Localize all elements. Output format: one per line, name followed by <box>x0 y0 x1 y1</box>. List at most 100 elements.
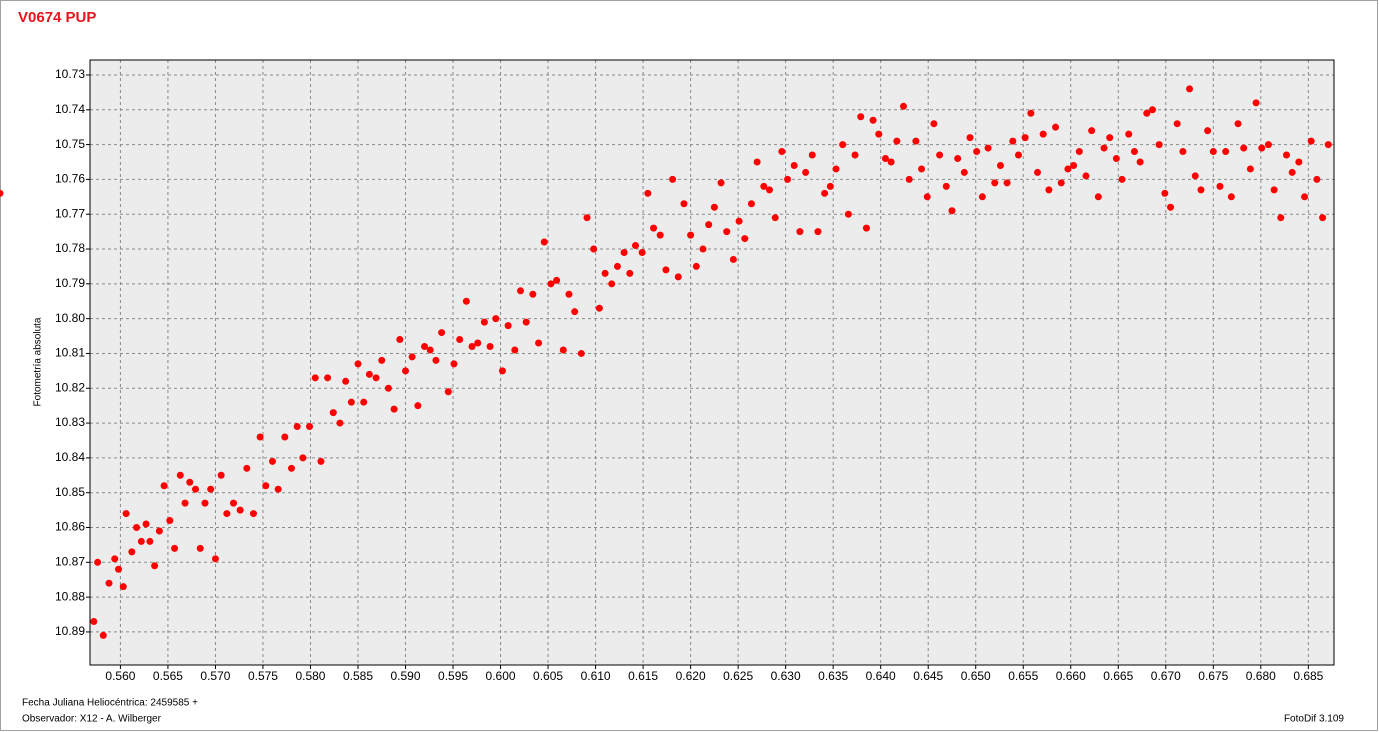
data-point <box>1130 148 1138 156</box>
data-point <box>450 360 458 368</box>
data-point <box>99 631 107 639</box>
x-tick-label: 0.595 <box>438 669 468 683</box>
data-point <box>821 189 829 197</box>
data-point <box>887 158 895 166</box>
data-point <box>396 336 404 344</box>
data-point <box>747 200 755 208</box>
data-point <box>122 510 130 518</box>
y-tick-label: 10.82 <box>55 380 85 394</box>
data-point <box>287 464 295 472</box>
data-point <box>1277 214 1285 222</box>
data-point <box>1021 134 1029 142</box>
data-point <box>735 217 743 225</box>
data-point <box>1148 106 1156 114</box>
data-point <box>176 471 184 479</box>
data-point <box>723 228 731 236</box>
data-point <box>1270 186 1278 194</box>
data-point <box>601 269 609 277</box>
x-tick-label: 0.590 <box>390 669 420 683</box>
data-point <box>851 151 859 159</box>
data-point <box>565 290 573 298</box>
data-point <box>1009 137 1017 145</box>
data-point <box>249 510 257 518</box>
data-point <box>474 339 482 347</box>
data-point <box>631 242 639 250</box>
data-point <box>1082 172 1090 180</box>
data-point <box>317 457 325 465</box>
data-point <box>137 537 145 545</box>
y-tick-label: 10.73 <box>55 67 85 81</box>
x-tick-label: 0.605 <box>533 669 563 683</box>
data-point <box>1075 148 1083 156</box>
data-point <box>790 161 798 169</box>
data-point <box>1186 85 1194 93</box>
data-point <box>881 155 889 163</box>
data-point <box>729 255 737 263</box>
data-point <box>923 193 931 201</box>
x-tick-label: 0.635 <box>818 669 848 683</box>
data-point <box>336 419 344 427</box>
data-point <box>1313 175 1321 183</box>
y-tick-label: 10.77 <box>55 206 85 220</box>
y-tick-label: 10.78 <box>55 241 85 255</box>
data-point <box>692 262 700 270</box>
x-tick-label: 0.600 <box>486 669 516 683</box>
data-point <box>243 464 251 472</box>
data-point <box>1106 134 1114 142</box>
points <box>0 85 1332 639</box>
data-point <box>1240 144 1248 152</box>
data-point <box>1136 158 1144 166</box>
data-point <box>0 189 4 197</box>
data-point <box>991 179 999 187</box>
y-tick-label: 10.75 <box>55 137 85 151</box>
data-point <box>1179 148 1187 156</box>
data-point <box>966 134 974 142</box>
data-point <box>1052 123 1060 131</box>
data-point <box>540 238 548 246</box>
data-point <box>862 224 870 232</box>
data-point <box>1088 127 1096 135</box>
data-point <box>456 336 464 344</box>
data-point <box>826 182 834 190</box>
x-tick-label: 0.655 <box>1008 669 1038 683</box>
x-tick-label: 0.650 <box>961 669 991 683</box>
data-point <box>1222 148 1230 156</box>
data-point <box>223 510 231 518</box>
data-point <box>1246 165 1254 173</box>
data-point <box>912 137 920 145</box>
data-point <box>753 158 761 166</box>
data-point <box>996 161 1004 169</box>
data-point <box>480 318 488 326</box>
x-tick-label: 0.615 <box>628 669 658 683</box>
data-point <box>1216 182 1224 190</box>
data-point <box>832 165 840 173</box>
data-point <box>105 579 113 587</box>
data-point <box>650 224 658 232</box>
y-tick-label: 10.87 <box>55 554 85 568</box>
data-point <box>142 520 150 528</box>
data-point <box>529 290 537 298</box>
data-point <box>207 485 215 493</box>
y-tick-label: 10.83 <box>55 415 85 429</box>
data-point <box>360 398 368 406</box>
data-point <box>547 280 555 288</box>
data-point <box>166 517 174 525</box>
plot-area <box>90 60 1334 665</box>
y-tick-label: 10.88 <box>55 589 85 603</box>
data-point <box>844 210 852 218</box>
y-tick-label: 10.89 <box>55 624 85 638</box>
x-tick-label: 0.625 <box>723 669 753 683</box>
x-tick-label: 0.585 <box>343 669 373 683</box>
data-point <box>133 524 141 531</box>
data-point <box>1197 186 1205 194</box>
data-point <box>1252 99 1260 107</box>
x-tick-label: 0.575 <box>248 669 278 683</box>
data-point <box>1033 168 1041 176</box>
data-point <box>191 485 199 493</box>
data-point <box>1045 186 1053 194</box>
data-point <box>1167 203 1175 211</box>
data-point <box>1118 175 1126 183</box>
data-point <box>111 555 119 563</box>
data-point <box>1307 137 1315 145</box>
